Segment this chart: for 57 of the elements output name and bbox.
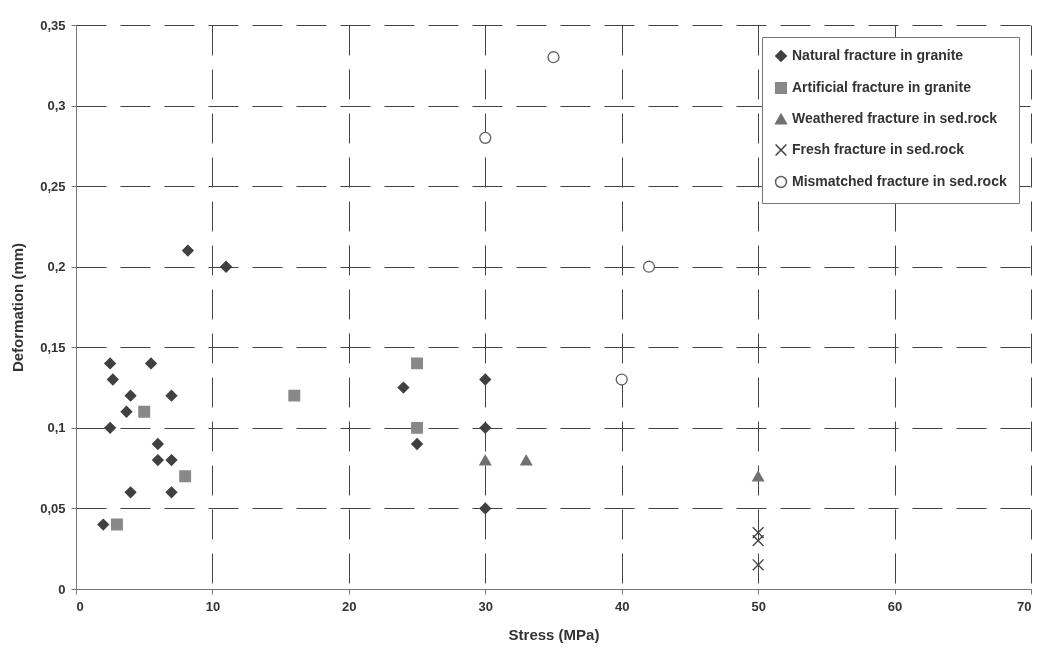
point — [397, 381, 410, 394]
legend-label: Weathered fracture in sed.rock — [792, 110, 998, 126]
point — [615, 373, 628, 386]
point — [479, 421, 492, 434]
legend-label: Fresh fracture in sed.rock — [792, 141, 965, 157]
y-axis-title: Deformation (mm) — [9, 242, 27, 373]
legend-label: Artificial fracture in granite — [792, 79, 972, 95]
point — [411, 421, 424, 434]
point — [288, 389, 301, 402]
x-tick-label: 60 — [887, 598, 903, 614]
point — [479, 454, 492, 466]
point — [220, 260, 232, 273]
y-tick-label: 0,15 — [40, 339, 66, 355]
point — [165, 389, 178, 402]
point — [151, 454, 164, 466]
x-tick-label: 30 — [478, 598, 494, 614]
point — [97, 518, 110, 531]
y-tick-label: 0,25 — [40, 178, 66, 194]
point — [752, 558, 765, 571]
point — [752, 470, 765, 482]
x-axis-title: Stress (MPa) — [508, 625, 600, 643]
point — [642, 260, 656, 273]
point — [165, 454, 178, 466]
x-tick-label: 0 — [76, 598, 84, 614]
point — [104, 421, 116, 434]
x-tick-label: 50 — [751, 598, 766, 614]
point — [411, 357, 424, 370]
point — [110, 518, 123, 531]
point — [165, 486, 178, 499]
x-tick-label: 20 — [342, 598, 357, 614]
point — [479, 502, 492, 515]
x-tick-label: 70 — [1017, 598, 1032, 614]
point — [138, 405, 151, 418]
point — [179, 470, 192, 483]
point — [479, 373, 492, 386]
point — [479, 131, 492, 144]
point — [120, 405, 133, 418]
point — [145, 357, 157, 370]
y-tick-label: 0 — [58, 581, 66, 597]
point — [181, 244, 194, 257]
point — [104, 357, 116, 370]
point — [411, 438, 423, 450]
point — [106, 373, 119, 386]
point — [124, 486, 137, 499]
x-tick-label: 10 — [205, 598, 221, 614]
y-tick-label: 0,3 — [47, 98, 66, 114]
y-tick-label: 0,1 — [47, 420, 66, 436]
legend-label: Mismatched fracture in sed.rock — [792, 173, 1007, 189]
y-tick-label: 0,2 — [47, 259, 66, 275]
y-tick-label: 0,35 — [40, 17, 66, 33]
point — [151, 438, 164, 450]
legend-label: Natural fracture in granite — [792, 47, 964, 63]
point — [520, 454, 533, 466]
point — [124, 389, 137, 402]
y-tick-label: 0,05 — [40, 500, 66, 516]
point — [547, 51, 560, 64]
x-tick-label: 40 — [614, 598, 630, 614]
